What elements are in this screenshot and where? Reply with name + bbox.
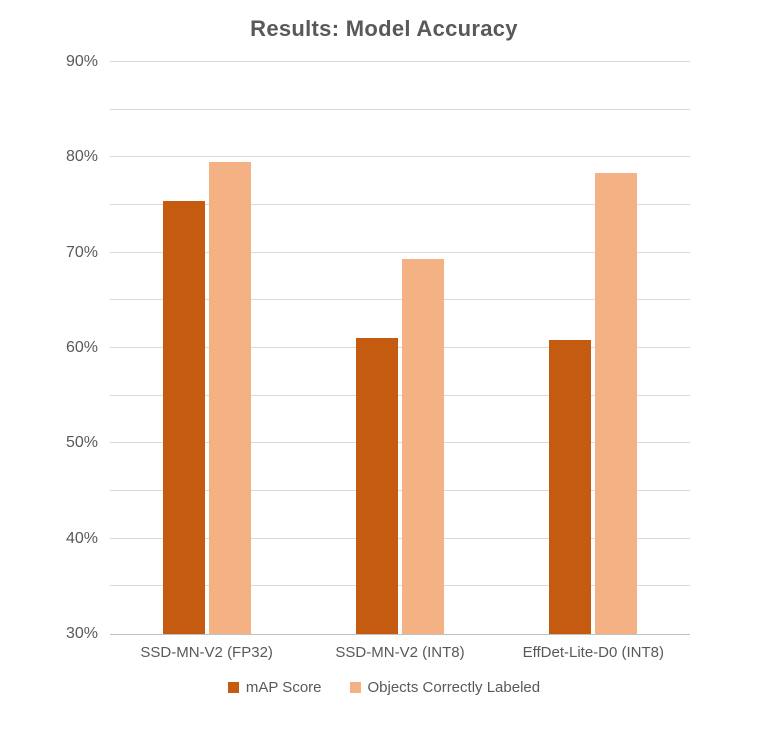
x-axis-label: SSD-MN-V2 (FP32)	[140, 644, 273, 661]
gridline	[110, 108, 690, 110]
gridline	[110, 442, 690, 444]
legend-label: mAP Score	[245, 679, 322, 696]
x-axis-label: SSD-MN-V2 (INT8)	[335, 644, 465, 661]
x-axis-label: EffDet-Lite-D0 (INT8)	[522, 644, 665, 661]
gridline	[110, 156, 690, 158]
bar-groups	[110, 62, 690, 634]
y-axis-label: 80%	[65, 148, 98, 166]
y-axis-label: 90%	[65, 53, 98, 70]
gridline	[110, 61, 690, 62]
bar-objects-correctly-labeled	[595, 172, 638, 634]
gridline	[110, 490, 690, 491]
gridline	[110, 347, 690, 348]
gridline	[110, 537, 690, 539]
plot-area	[110, 61, 690, 635]
gridline	[110, 585, 690, 587]
bar-map-score	[162, 201, 205, 634]
legend-item-objects-correctly-labeled: Objects Correctly Labeled	[349, 679, 541, 696]
bar-map-score	[355, 338, 398, 634]
y-axis-label: 60%	[65, 339, 98, 356]
bar-objects-correctly-labeled	[208, 162, 251, 634]
bar-group	[497, 62, 690, 634]
gridline	[110, 299, 690, 301]
legend-label: Objects Correctly Labeled	[367, 679, 541, 696]
chart-title: Results: Model Accuracy	[250, 16, 518, 41]
x-axis-labels: SSD-MN-V2 (FP32) SSD-MN-V2 (INT8) EffDet-L…	[110, 635, 690, 661]
y-axis-label: 70%	[65, 243, 98, 261]
plot-row: 30% 40% 50% 60% 70% 80% 90%	[40, 53, 690, 642]
bar-group	[303, 62, 496, 634]
legend: mAP Score Objects Correctly Labeled	[0, 679, 768, 696]
legend-swatch-icon	[227, 682, 239, 693]
y-axis-label: 30%	[65, 625, 98, 642]
legend-swatch-icon	[349, 682, 361, 693]
y-axis-label: 40%	[65, 529, 98, 547]
y-axis-label: 50%	[65, 434, 98, 452]
bar-group	[110, 62, 303, 634]
gridline	[110, 251, 690, 253]
gridline	[110, 394, 690, 396]
bar-objects-correctly-labeled	[401, 259, 444, 634]
gridline	[110, 204, 690, 205]
y-axis: 30% 40% 50% 60% 70% 80% 90%	[40, 53, 110, 642]
legend-item-map-score: mAP Score	[227, 679, 322, 696]
bar-map-score	[549, 340, 592, 634]
